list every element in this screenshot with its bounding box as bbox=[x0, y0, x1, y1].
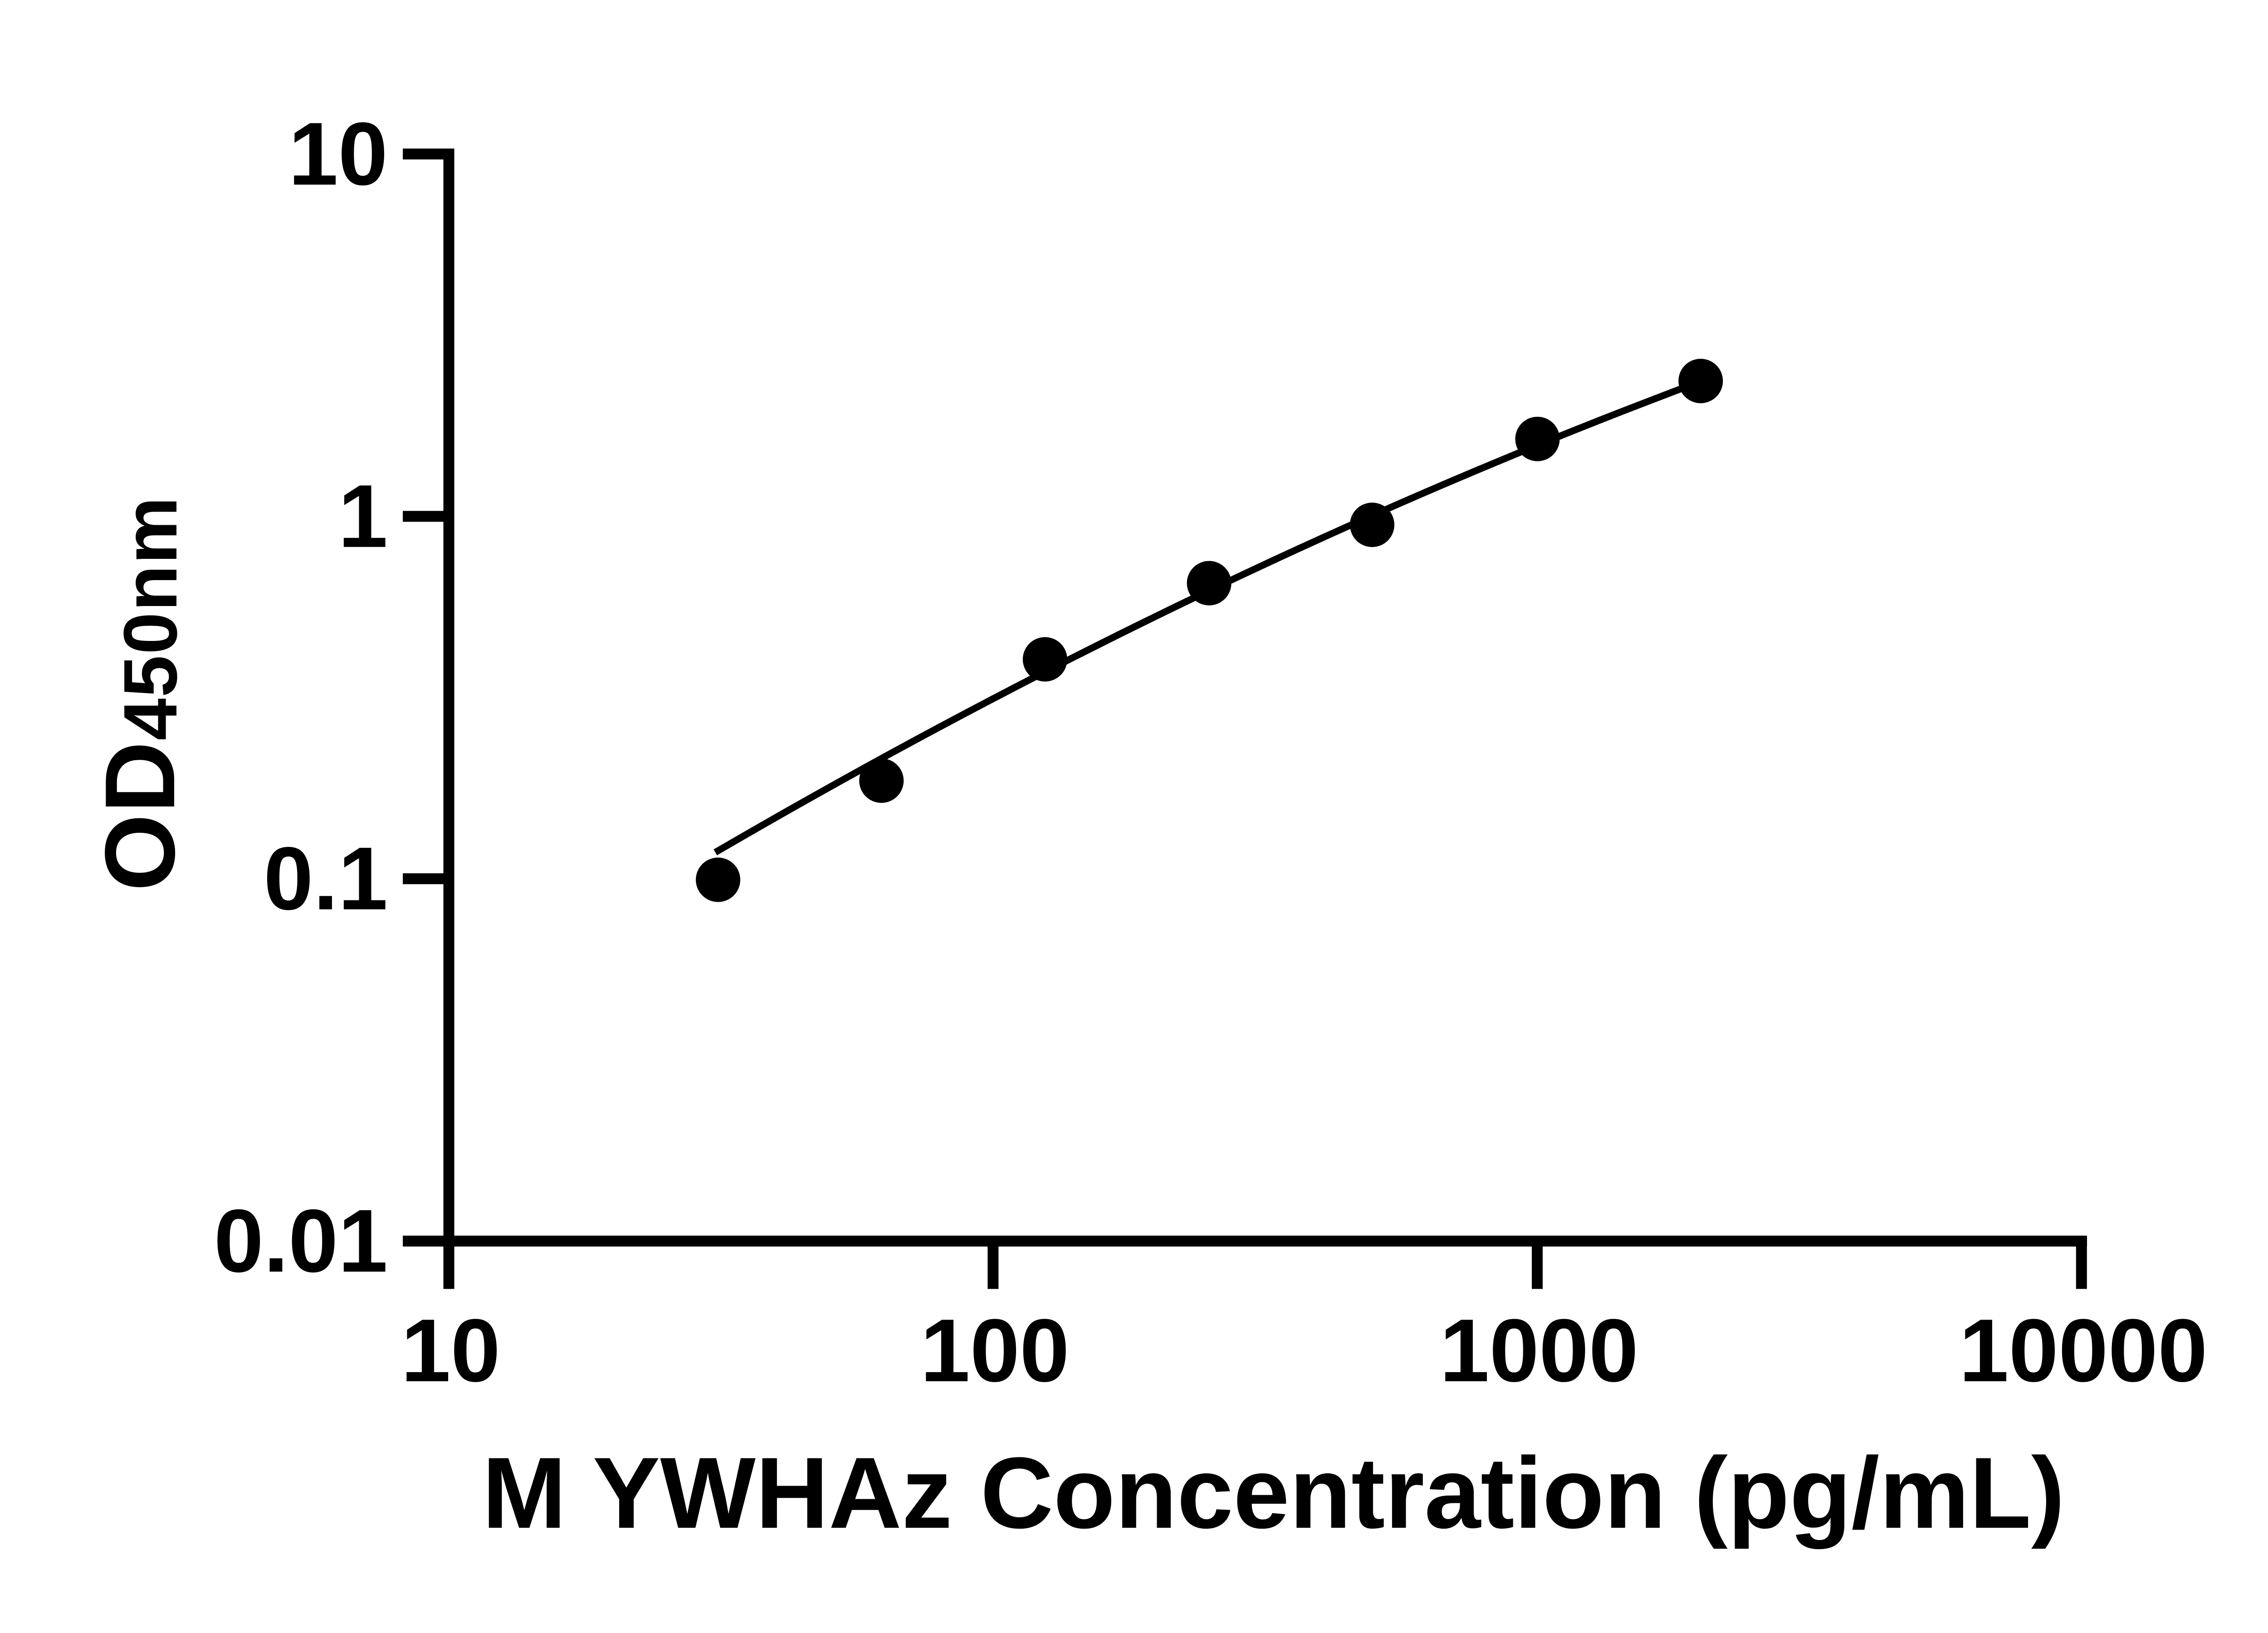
svg-text:100: 100 bbox=[920, 1301, 1070, 1400]
svg-text:1: 1 bbox=[338, 466, 388, 566]
svg-text:M YWHAz Concentration (pg/mL): M YWHAz Concentration (pg/mL) bbox=[482, 1437, 2065, 1550]
svg-text:0.1: 0.1 bbox=[264, 829, 388, 929]
svg-text:1000: 1000 bbox=[1440, 1301, 1638, 1400]
svg-text:10: 10 bbox=[401, 1301, 500, 1400]
svg-text:0.01: 0.01 bbox=[214, 1191, 388, 1291]
svg-text:OD450nm: OD450nm bbox=[85, 496, 196, 891]
svg-text:10: 10 bbox=[288, 104, 388, 204]
svg-text:10000: 10000 bbox=[1959, 1301, 2208, 1400]
